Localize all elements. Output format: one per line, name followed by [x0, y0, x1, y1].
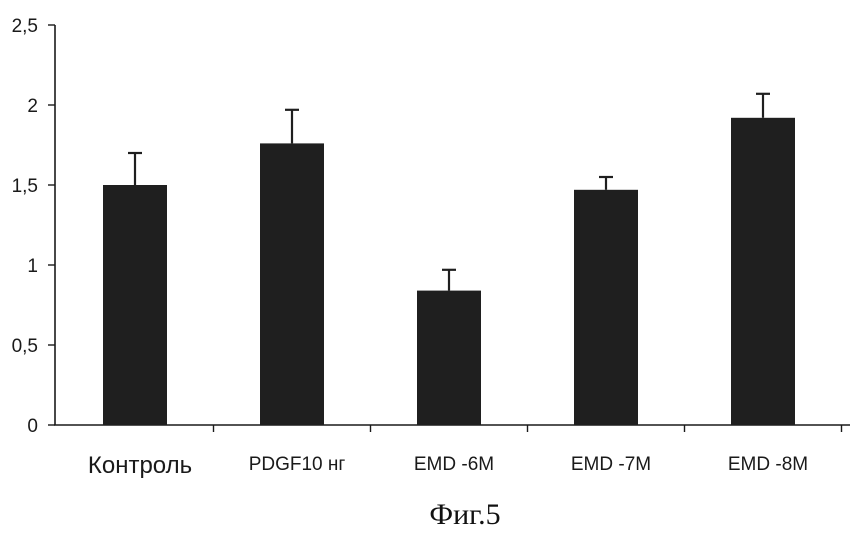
category-label: EMD -7M [571, 454, 651, 475]
y-tick-label: 2 [27, 96, 38, 117]
category-label: EMD -8M [728, 454, 808, 475]
figure-caption: Фиг.5 [429, 498, 500, 531]
y-tick-label: 0 [27, 416, 38, 437]
bar [731, 118, 795, 425]
bar [260, 143, 324, 425]
category-labels: Контроль PDGF10 нг EMD -6M EMD -7M EMD -8M [88, 452, 808, 479]
y-tick-label: 0,5 [12, 336, 38, 357]
y-tick-label: 1 [27, 256, 38, 277]
bar [574, 190, 638, 425]
y-tick-label: 1,5 [12, 176, 38, 197]
bar [103, 185, 167, 425]
y-tick-label: 2,5 [12, 16, 38, 37]
category-label: Контроль [88, 452, 192, 479]
y-tick-labels: 0 0,5 1 1,5 2 2,5 [12, 16, 38, 437]
error-bars [128, 94, 770, 291]
category-label: EMD -6M [414, 454, 494, 475]
category-label: PDGF10 нг [249, 454, 346, 475]
bar [417, 291, 481, 425]
